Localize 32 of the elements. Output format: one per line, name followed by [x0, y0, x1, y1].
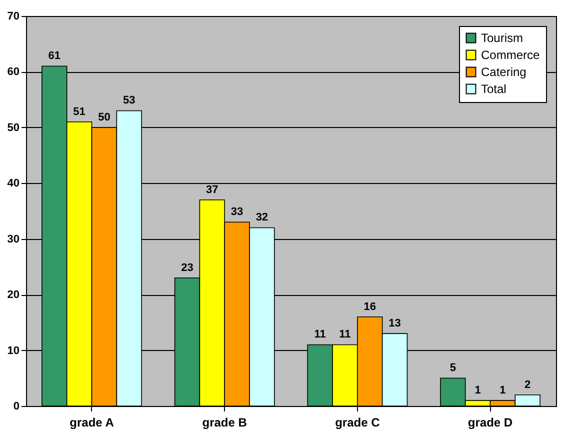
- data-label: 2: [524, 378, 531, 391]
- y-tick-label: 30: [7, 233, 20, 246]
- y-tick-label: 60: [7, 66, 20, 78]
- x-tick-label: grade C: [335, 416, 380, 430]
- data-label: 61: [48, 50, 61, 62]
- data-label: 23: [181, 262, 194, 274]
- legend-label: Commerce: [481, 48, 540, 62]
- y-tick-label: 40: [7, 178, 20, 190]
- data-label: 50: [98, 111, 110, 124]
- x-tick-label: grade A: [70, 416, 114, 430]
- data-label: 11: [314, 328, 326, 341]
- data-label: 11: [339, 328, 351, 341]
- data-label: 16: [364, 300, 376, 313]
- data-label: 5: [450, 362, 456, 374]
- y-tick-label: 20: [7, 289, 20, 302]
- legend-label: Tourism: [481, 31, 524, 45]
- data-label: 33: [230, 206, 244, 218]
- x-tick-label: grade D: [468, 416, 513, 430]
- data-label: 1: [474, 384, 481, 396]
- data-label: 53: [122, 94, 136, 107]
- data-label: 1: [500, 384, 506, 396]
- y-tick-label: 70: [7, 10, 20, 22]
- legend-label: Total: [481, 82, 506, 96]
- y-tick-label: 10: [7, 344, 20, 357]
- y-tick-label: 50: [7, 122, 20, 134]
- data-label: 13: [388, 318, 401, 330]
- x-tick-label: grade B: [202, 416, 248, 430]
- legend-label: Catering: [481, 65, 526, 79]
- data-label: 32: [256, 212, 268, 224]
- data-label: 51: [73, 106, 86, 118]
- y-tick-label: 0: [13, 400, 20, 412]
- data-label: 37: [206, 184, 218, 196]
